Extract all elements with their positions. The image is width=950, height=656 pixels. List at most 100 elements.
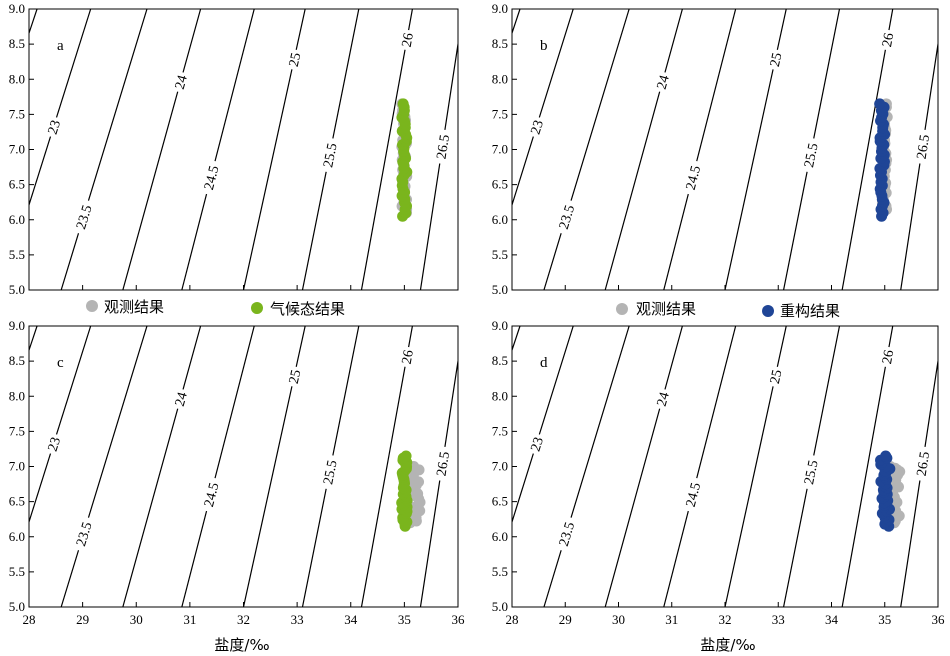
contour-label: 24.5 bbox=[202, 481, 223, 508]
contour-label: 23 bbox=[529, 436, 547, 454]
isopycnal-line bbox=[600, 9, 621, 290]
legend-swatch-climatology bbox=[251, 302, 263, 314]
contour-label: 25 bbox=[287, 368, 305, 385]
x-tick-label: 29 bbox=[76, 612, 89, 627]
contour-label-bg bbox=[72, 198, 95, 235]
contour-label-bg bbox=[913, 445, 931, 482]
contour-label: 23.5 bbox=[74, 203, 96, 231]
contour-label: 24 bbox=[173, 391, 191, 408]
y-tick-label: 8.5 bbox=[9, 353, 25, 368]
x-axis-label-right: 盐度/‰ bbox=[700, 636, 755, 654]
contour-label: 23 bbox=[46, 119, 65, 137]
x-tick-label: 36 bbox=[452, 612, 466, 627]
legend-label-climatology: 气候态结果 bbox=[270, 300, 345, 318]
x-axis-label-left: 盐度/‰ bbox=[214, 636, 269, 654]
isopycnal-line bbox=[360, 9, 414, 290]
contour-label-bg bbox=[653, 70, 671, 94]
legend-top-right: 观测结果 重构结果 bbox=[616, 300, 840, 320]
contour-label: 24 bbox=[655, 74, 673, 91]
isopycnal-line bbox=[122, 9, 202, 290]
y-tick-label: 6.0 bbox=[9, 529, 25, 544]
contour-label: 24.5 bbox=[684, 164, 705, 191]
y-tick-label: 7.0 bbox=[9, 459, 25, 474]
isopycnal-lines: 23 23.5 24 24.5 25 25.5 26 26.5 bbox=[512, 326, 938, 607]
contour-label-bg bbox=[555, 198, 577, 235]
isopycnal-line bbox=[841, 326, 894, 607]
contour-label-bg bbox=[200, 476, 221, 513]
y-tick-label: 7.0 bbox=[492, 142, 508, 157]
contour-label: 24.5 bbox=[202, 164, 223, 191]
contour-label: 25.5 bbox=[802, 459, 821, 486]
contour-label: 26 bbox=[880, 349, 897, 365]
isopycnal-line bbox=[360, 326, 414, 607]
panel-label: a bbox=[57, 38, 64, 54]
y-axis: 5.0 5.5 6.0 6.5 7.0 7.5 8.0 8.5 9.0 bbox=[9, 318, 34, 614]
legend-label-observed: 观测结果 bbox=[636, 300, 696, 318]
contour-label-bg bbox=[320, 137, 339, 173]
legend-top-left: 观测结果 气候态结果 bbox=[86, 298, 345, 318]
y-tick-label: 5.5 bbox=[9, 247, 25, 262]
x-tick-label: 33 bbox=[291, 612, 304, 627]
contour-label-bg bbox=[767, 48, 784, 71]
y-tick-label: 5.0 bbox=[492, 282, 508, 297]
isopycnal-line bbox=[604, 326, 683, 607]
isopycnal-line bbox=[122, 326, 202, 607]
y-tick-label: 5.0 bbox=[9, 282, 25, 297]
legend-label-observed: 观测结果 bbox=[104, 298, 164, 316]
series-model bbox=[396, 450, 413, 532]
series-model bbox=[875, 450, 896, 532]
y-axis: 5.0 5.5 6.0 6.5 7.0 7.5 8.0 8.5 9.0 bbox=[492, 318, 517, 614]
isopycnal-line bbox=[543, 9, 630, 290]
contour-label: 23.5 bbox=[557, 203, 578, 231]
x-tick-label: 36 bbox=[932, 612, 946, 627]
legend-swatch-reconstruction bbox=[762, 305, 774, 317]
contour-label-bg bbox=[44, 115, 63, 139]
contour-label: 26.5 bbox=[435, 451, 454, 477]
isopycnal-line bbox=[181, 9, 255, 290]
isopycnal-line bbox=[600, 326, 621, 607]
y-tick-label: 7.0 bbox=[9, 142, 25, 157]
x-tick-label: 35 bbox=[878, 612, 891, 627]
x-tick-label: 30 bbox=[130, 612, 143, 627]
y-axis: 5.0 5.5 6.0 6.5 7.0 7.5 8.0 8.5 9.0 bbox=[492, 1, 517, 297]
panel-label: b bbox=[540, 38, 548, 54]
contour-label-bg bbox=[433, 445, 451, 482]
contour-label: 23.5 bbox=[74, 520, 96, 548]
series-model bbox=[396, 98, 413, 222]
y-tick-label: 9.0 bbox=[9, 1, 25, 16]
y-tick-label: 7.5 bbox=[492, 423, 508, 438]
contour-label-bg bbox=[399, 346, 415, 368]
contour-label: 25.5 bbox=[321, 459, 341, 486]
x-tick-label: 35 bbox=[398, 612, 411, 627]
isopycnal-lines: 23 23.5 24 24.5 25 25.5 26 26.5 bbox=[29, 9, 621, 290]
y-tick-label: 5.0 bbox=[492, 599, 508, 614]
contour-label: 25.5 bbox=[321, 142, 341, 169]
isopycnal-line bbox=[29, 9, 92, 207]
contour-label-bg bbox=[320, 454, 339, 490]
panel-label: c bbox=[57, 355, 64, 371]
contour-label-bg bbox=[767, 365, 784, 388]
y-tick-label: 7.5 bbox=[9, 423, 25, 438]
y-tick-label: 6.5 bbox=[9, 494, 25, 509]
contour-label-bg bbox=[286, 365, 303, 388]
contour-label-bg bbox=[879, 29, 895, 51]
contour-label: 26.5 bbox=[915, 451, 934, 477]
x-axis bbox=[28, 285, 459, 290]
x-tick-label: 32 bbox=[719, 612, 732, 627]
contour-label: 24 bbox=[655, 391, 673, 408]
isopycnal-lines: 23 23.5 24 24.5 25 25.5 26 26.5 bbox=[29, 326, 621, 607]
contour-label-bg bbox=[682, 159, 703, 196]
contour-label: 25.5 bbox=[802, 142, 821, 169]
y-tick-label: 8.5 bbox=[492, 353, 508, 368]
contour-label: 25 bbox=[768, 51, 786, 68]
x-tick-label: 33 bbox=[772, 612, 785, 627]
contour-label: 26.5 bbox=[435, 134, 454, 160]
isopycnal-line bbox=[60, 9, 148, 290]
y-tick-label: 9.0 bbox=[9, 318, 25, 333]
panel-label: d bbox=[540, 355, 548, 371]
contour-label-bg bbox=[44, 432, 63, 456]
isopycnal-line bbox=[841, 9, 894, 290]
series-model bbox=[874, 98, 891, 222]
y-tick-label: 5.5 bbox=[492, 564, 508, 579]
y-tick-label: 6.0 bbox=[492, 212, 508, 227]
